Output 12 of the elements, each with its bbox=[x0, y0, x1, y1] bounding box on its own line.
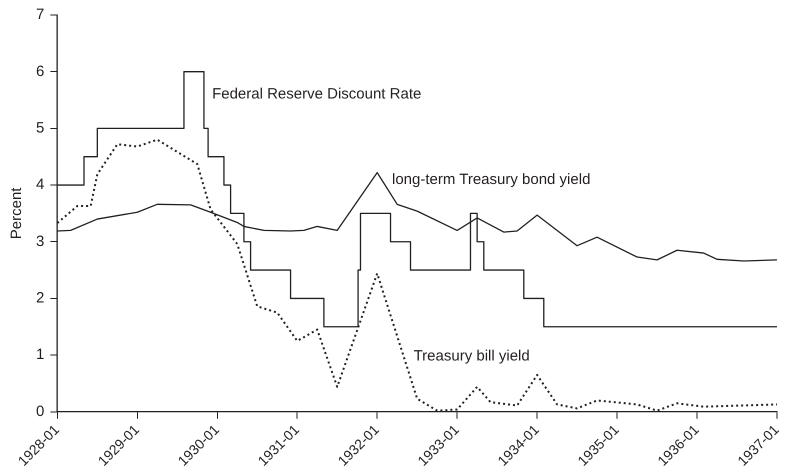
y-tick-label: 3 bbox=[36, 232, 44, 250]
series-label: Federal Reserve Discount Rate bbox=[212, 86, 422, 102]
series-label: long-term Treasury bond yield bbox=[392, 170, 590, 188]
y-tick-label: 7 bbox=[36, 6, 44, 24]
y-tick-label: 0 bbox=[36, 402, 44, 420]
series-label: Treasury bill yield bbox=[414, 347, 530, 364]
y-tick-label: 6 bbox=[36, 62, 44, 80]
y-tick-label: 5 bbox=[36, 120, 44, 137]
y-tick-label: 2 bbox=[36, 290, 44, 307]
y-axis-title: Percent bbox=[8, 186, 26, 240]
y-tick-label: 1 bbox=[36, 346, 44, 364]
y-tick-label: 4 bbox=[36, 176, 44, 194]
